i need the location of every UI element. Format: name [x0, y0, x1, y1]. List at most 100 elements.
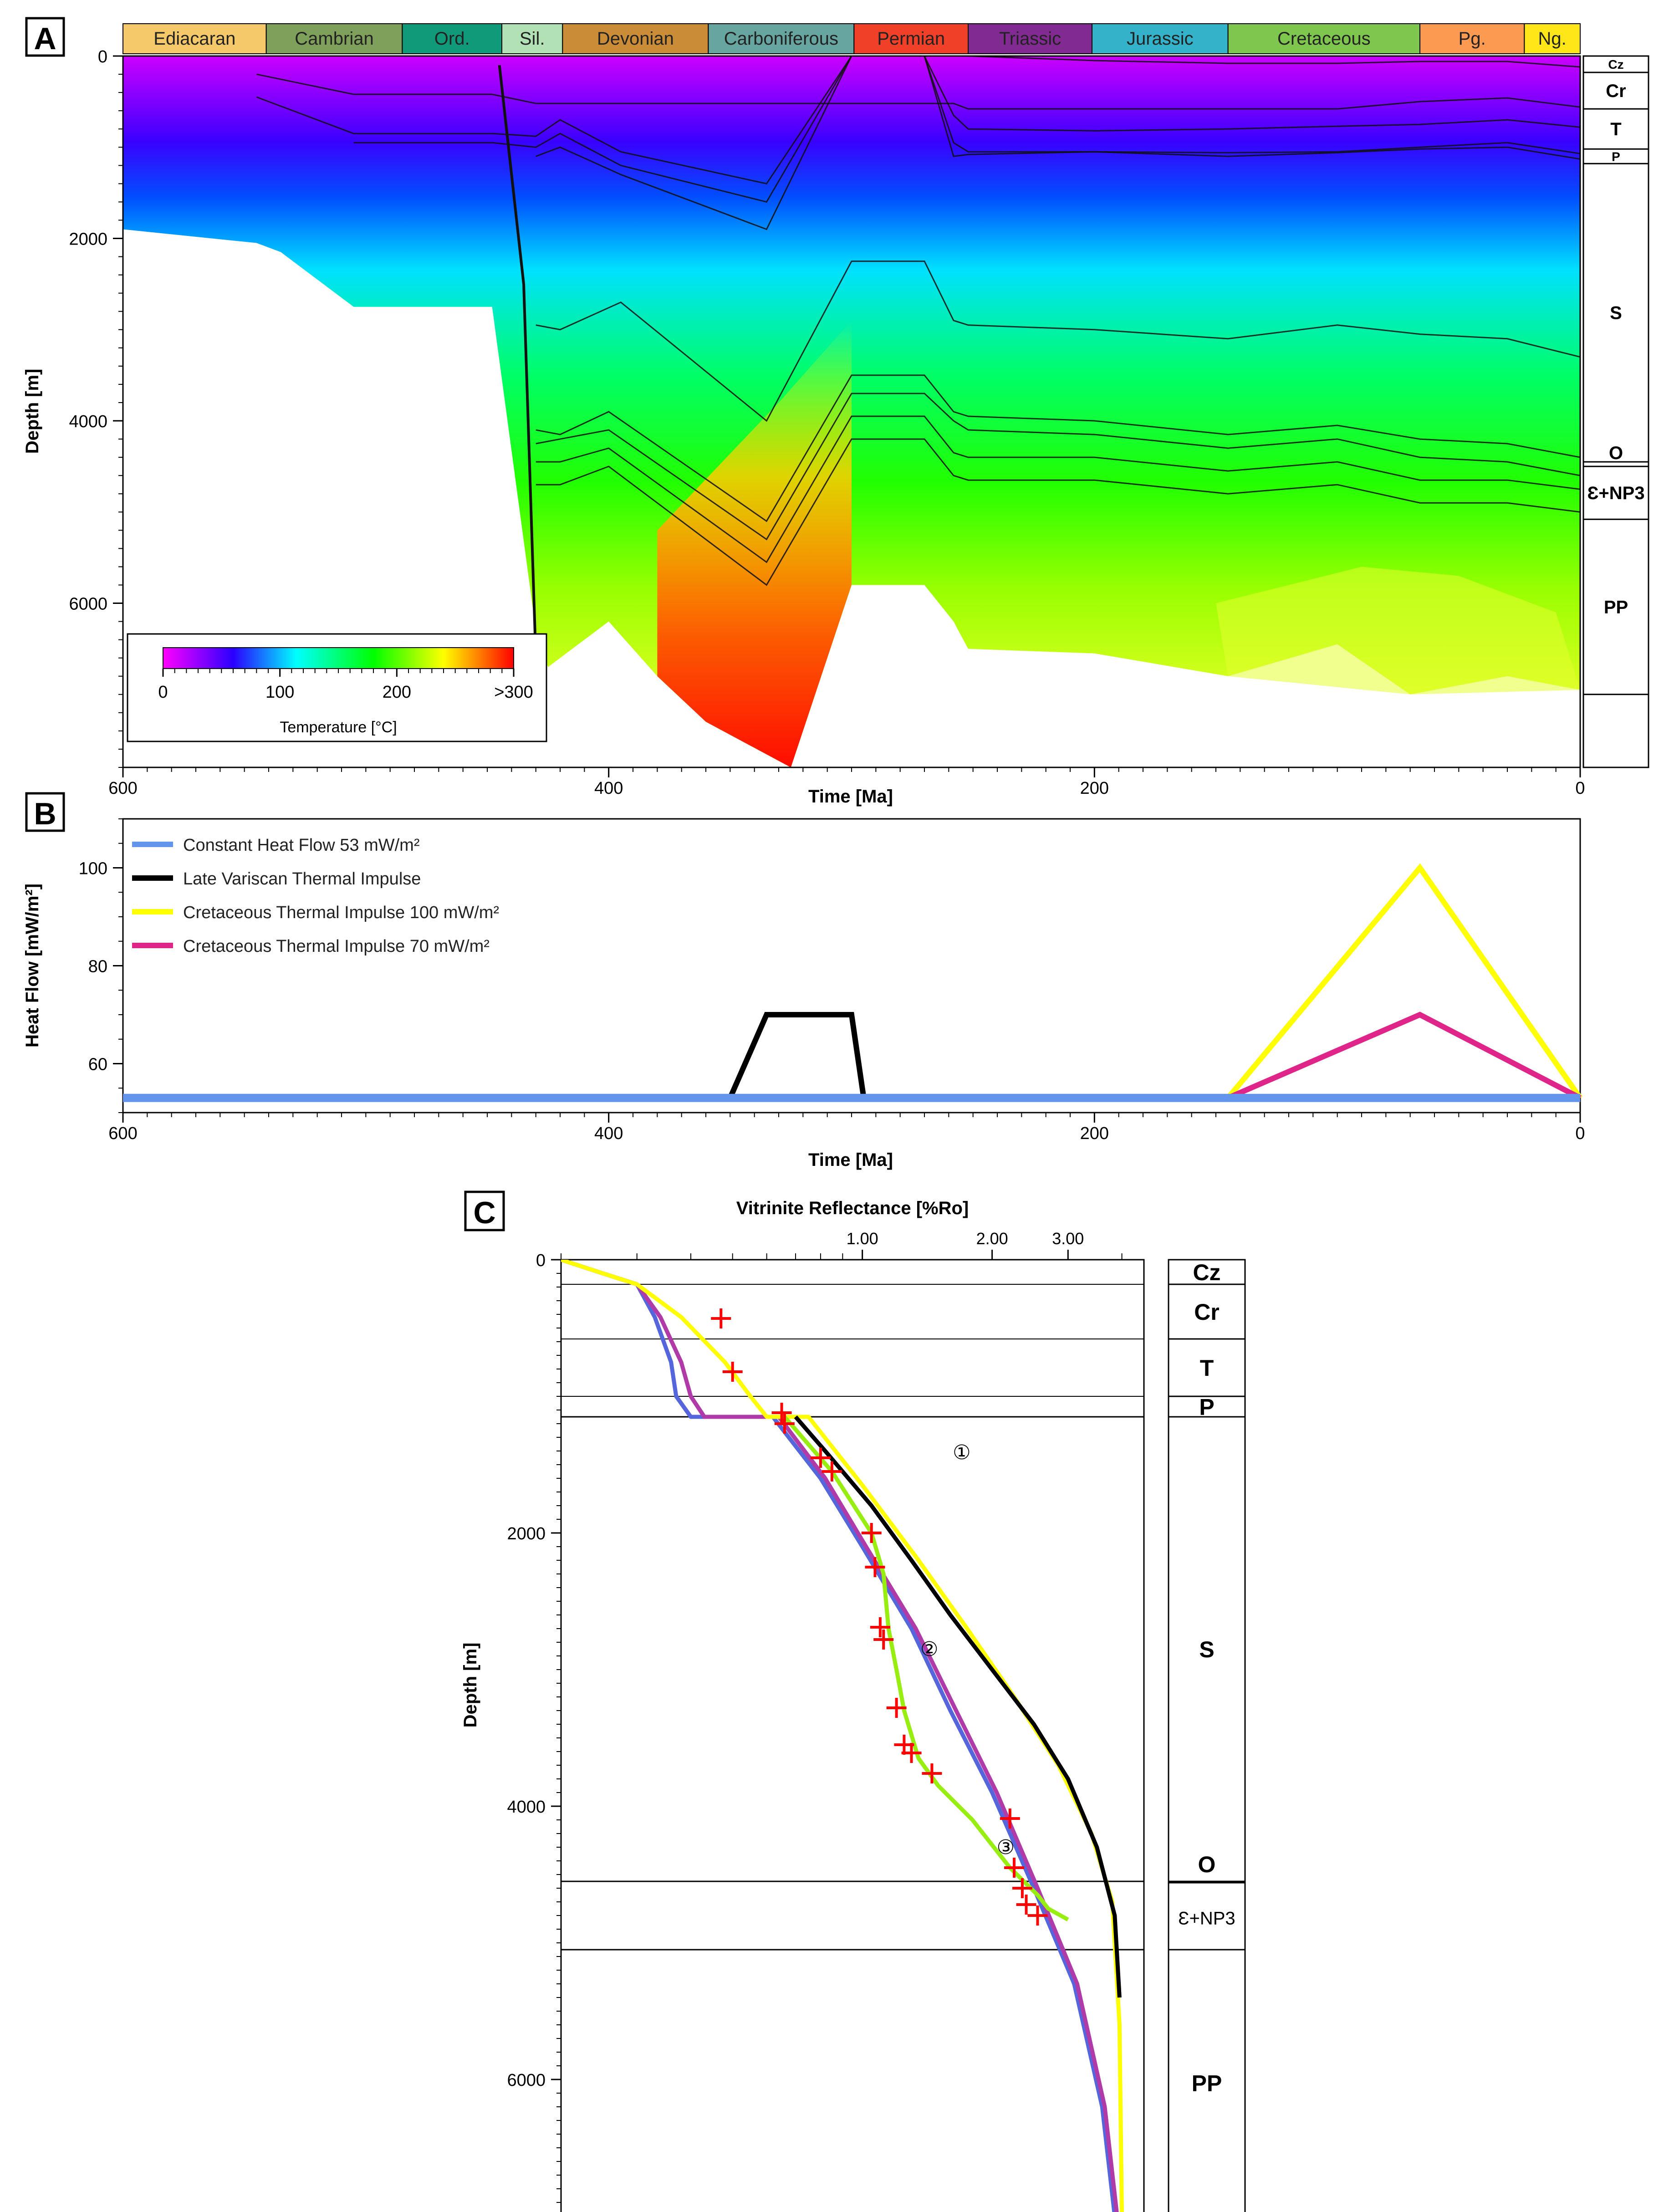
measured-ro-point	[711, 1308, 731, 1328]
strat-label: Ɛ+NP3	[1178, 1909, 1235, 1929]
strat-label: O	[1198, 1852, 1216, 1877]
measured-ro-point	[861, 1523, 882, 1543]
strat-label: Ɛ+NP3	[1587, 483, 1644, 503]
panel-c-plot	[561, 1260, 1144, 2212]
panel-b-xlabel: Time [Ma]	[808, 1150, 893, 1170]
burial-horizon	[536, 393, 1580, 541]
y-tick-label: 60	[88, 1055, 107, 1074]
y-tick-label: 2000	[507, 1524, 546, 1543]
panel-b-letter: B	[34, 797, 56, 831]
x-tick-label: 1.00	[847, 1229, 878, 1248]
panel-c-strat-column: Cz Cr TP S O Ɛ+NP3 PP	[1168, 1259, 1246, 2212]
colorbar-tick-label: 0	[158, 683, 168, 702]
annotation-marker: ②	[920, 1638, 938, 1660]
measured-ro-point	[1004, 1858, 1025, 1878]
y-tick-label: 2000	[69, 230, 107, 249]
period-label: Jurassic	[1127, 29, 1194, 49]
strat-label: Cz	[1608, 57, 1623, 72]
burial-horizon	[536, 56, 1580, 230]
period-label: Pg.	[1459, 29, 1486, 49]
measured-ro-point	[873, 1630, 894, 1650]
panel-c-measured	[711, 1308, 1048, 1926]
measured-ro-point	[922, 1763, 942, 1783]
strat-label: T	[1610, 119, 1621, 139]
strat-label: S	[1610, 303, 1622, 323]
panel-b-axes: 600 400 200 0 60 80 100	[79, 818, 1585, 1143]
temperature-section	[123, 56, 1580, 767]
measured-ro-point	[822, 1461, 842, 1481]
panel-c-annotations: ① ② ③	[920, 1441, 1015, 1859]
burial-horizon	[256, 73, 1580, 110]
panel-b-ylabel: Heat Flow [mW/m²]	[22, 884, 42, 1047]
strat-label: PP	[1604, 598, 1628, 618]
x-tick-label: 600	[108, 1124, 137, 1143]
strat-label: T	[1200, 1355, 1214, 1381]
y-tick-label: 6000	[69, 595, 107, 614]
x-tick-label: 0	[1575, 1124, 1585, 1143]
measured-ro-point	[1012, 1878, 1032, 1898]
measured-ro-point	[886, 1698, 907, 1718]
panel-c-axes: 1.00 2.00 3.00 0 2000 4000 6000	[507, 1229, 1123, 2203]
strat-column-frame	[1168, 1259, 1246, 2212]
period-cell	[562, 23, 709, 54]
period-cell	[122, 23, 267, 54]
legend-label: Cretaceous Thermal Impulse 100 mW/m²	[183, 903, 499, 922]
y-tick-label: 6000	[507, 2071, 546, 2090]
x-tick-label: 600	[108, 779, 137, 798]
x-tick-label: 200	[1080, 779, 1109, 798]
period-cell	[708, 23, 855, 54]
colorbar-label: Temperature [°C]	[280, 719, 397, 736]
measured-ro-point	[901, 1743, 922, 1763]
x-tick-label: 3.00	[1052, 1229, 1084, 1248]
panel-c-letter-box	[464, 1190, 505, 1231]
y-tick-label: 100	[79, 859, 107, 879]
strat-column-frame	[1582, 55, 1649, 768]
period-label: Ord.	[434, 29, 470, 49]
y-tick-label: 4000	[507, 1798, 546, 1817]
x-tick-label: 400	[594, 779, 623, 798]
colorbar-ticks: 0 100 200 >300	[158, 669, 533, 702]
strat-label: Cr	[1194, 1299, 1220, 1325]
colorbar-tick-label: 100	[265, 683, 294, 702]
strat-label: Cz	[1193, 1260, 1220, 1285]
legend-label: Constant Heat Flow 53 mW/m²	[183, 836, 419, 855]
period-label: Cretaceous	[1277, 29, 1371, 49]
y-tick-label: 4000	[69, 412, 107, 431]
period-cell	[1419, 23, 1525, 54]
period-label: Permian	[877, 29, 945, 49]
panel-c-frame	[560, 1259, 1145, 2212]
y-tick-label: 80	[88, 957, 107, 976]
colorbar-tick-label: >300	[494, 683, 533, 702]
strat-label: PP	[1192, 2071, 1222, 2096]
period-label: Cambrian	[295, 29, 373, 49]
strat-label: Cr	[1606, 81, 1626, 101]
panel-a-strat-column: Cz Cr TP S O Ɛ+NP3 PP	[1582, 55, 1649, 768]
colorbar-tick-label: 200	[383, 683, 411, 702]
panel-c: C 1.00 2.00 3.00 0 2000 4000 6000 Cz Cr TP S O Ɛ+NP…	[460, 1190, 1246, 2212]
measured-ro-point	[810, 1448, 831, 1468]
panel-b-frame	[122, 818, 1581, 1114]
panel-b-legend: Constant Heat Flow 53 mW/m² Late Variscan…	[132, 836, 499, 956]
measured-ro-point	[774, 1414, 795, 1434]
measured-ro-point	[1000, 1808, 1020, 1829]
x-tick-label: 400	[594, 1124, 623, 1143]
period-cell	[1092, 23, 1229, 54]
y-tick-label: 0	[536, 1251, 546, 1270]
strat-label: P	[1199, 1395, 1214, 1420]
measured-ro-point	[865, 1557, 885, 1577]
legend-label: Cretaceous Thermal Impulse 70 mW/m²	[183, 937, 490, 956]
colorbar-legend: 0 100 200 >300 Temperature [°C]	[127, 633, 547, 742]
strat-label: O	[1609, 443, 1623, 463]
late-heating-zone	[1216, 567, 1580, 695]
burial-horizon	[256, 56, 1580, 185]
panel-c-ylabel: Depth [m]	[460, 1643, 480, 1728]
measured-ro-point	[1027, 1905, 1048, 1926]
period-cell	[1524, 23, 1581, 54]
burial-horizon	[536, 415, 1580, 563]
y-tick-label: 0	[98, 47, 107, 66]
panel-b: B 600 400 200 0 60 80 100 Constant Heat Flow 5…	[22, 792, 1585, 1170]
burial-horizon	[536, 438, 1580, 586]
period-cell	[501, 23, 563, 54]
